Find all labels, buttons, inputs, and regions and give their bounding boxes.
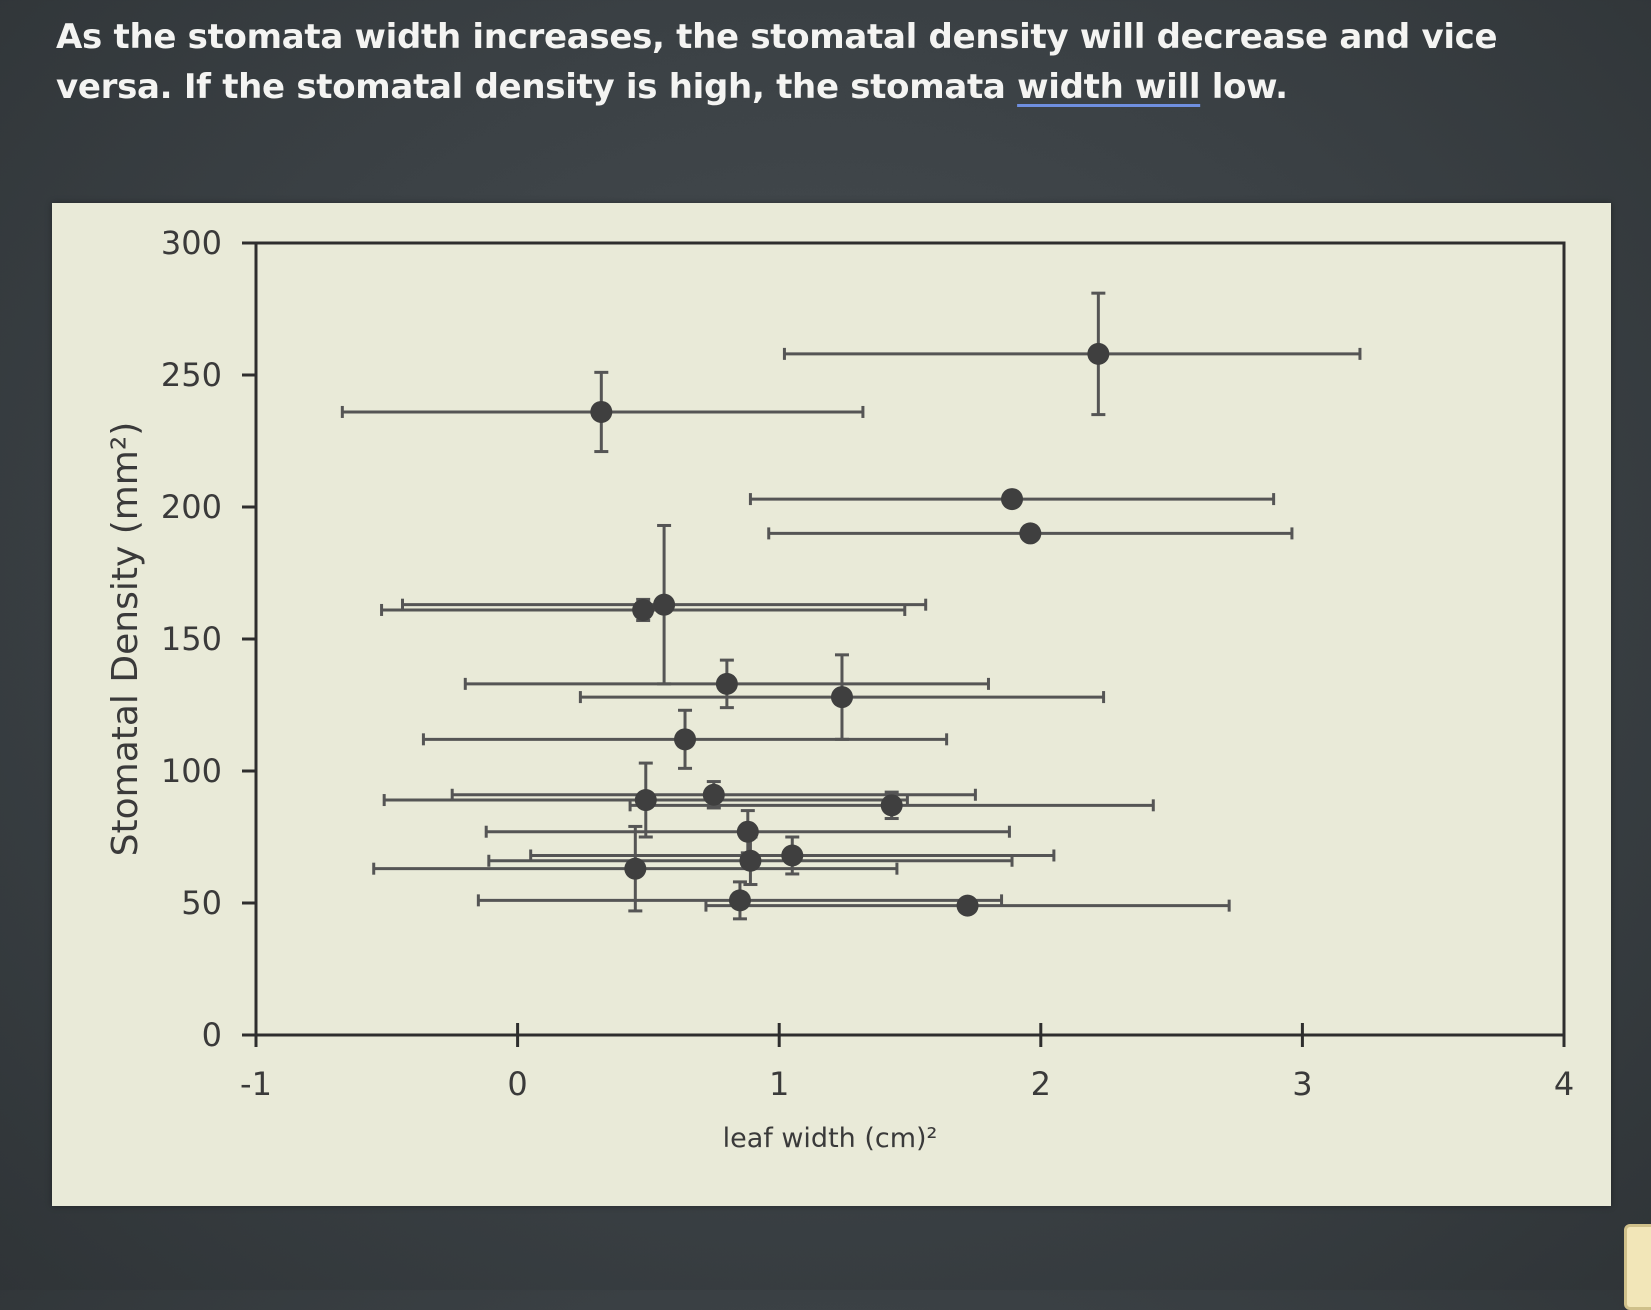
y-tick-label: 200	[161, 488, 222, 526]
x-tick-label: 3	[1292, 1065, 1312, 1103]
scatter-chart: -1 0 1 2 3 4 0 50 100 150 200 250 300 leaf width (c…	[105, 224, 1574, 1154]
marker-layer	[590, 342, 1110, 917]
corner-tab[interactable]	[1624, 1224, 1651, 1310]
y-axis-title: Stomatal Density (mm²)	[105, 422, 146, 857]
data-point	[702, 783, 725, 806]
y-tick-label: 250	[161, 356, 222, 394]
data-point	[632, 598, 655, 621]
y-tick-label: 0	[202, 1016, 222, 1054]
data-point	[653, 593, 676, 616]
data-point	[956, 894, 979, 917]
x-tick-label: 4	[1554, 1065, 1574, 1103]
data-point	[830, 686, 853, 709]
x-tick-label: -1	[240, 1065, 272, 1103]
data-point	[1001, 488, 1024, 511]
y-tick-label: 50	[181, 884, 222, 922]
data-point	[715, 672, 738, 695]
data-point	[634, 789, 657, 812]
caption-part-1: As the stomata width increases, the stom…	[56, 17, 1498, 107]
data-point	[1087, 342, 1110, 365]
x-tick-label: 1	[769, 1065, 789, 1103]
caption-text: As the stomata width increases, the stom…	[56, 12, 1616, 112]
data-point	[1019, 522, 1042, 545]
y-tick-label: 300	[161, 224, 222, 262]
chart-panel: -1 0 1 2 3 4 0 50 100 150 200 250 300 leaf width (c…	[52, 203, 1611, 1206]
y-axis-ticks: 0 50 100 150 200 250 300	[161, 224, 256, 1054]
data-point	[674, 728, 697, 751]
data-point	[880, 794, 903, 817]
y-tick-label: 150	[161, 620, 222, 658]
plot-frame	[254, 241, 1566, 1037]
data-point	[590, 400, 613, 423]
x-axis-title: leaf width (cm)²	[723, 1123, 938, 1154]
caption-underlined-text: width will	[1017, 67, 1201, 107]
y-tick-label: 100	[161, 752, 222, 790]
data-point	[736, 820, 759, 843]
x-tick-label: 0	[507, 1065, 527, 1103]
data-point	[739, 849, 762, 872]
x-tick-label: 2	[1031, 1065, 1051, 1103]
errorbar-layer	[340, 291, 1362, 921]
data-point	[728, 889, 751, 912]
caption-part-2: low.	[1200, 67, 1288, 107]
data-point	[624, 857, 647, 880]
data-point	[781, 844, 804, 867]
